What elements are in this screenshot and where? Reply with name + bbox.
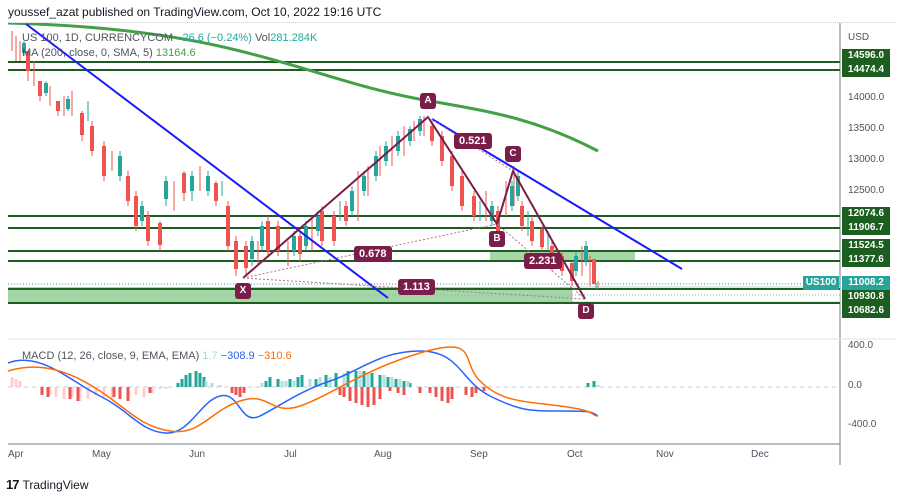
ratio-label-xb[interactable]: 0.678 — [354, 246, 392, 262]
signal-line — [8, 346, 599, 433]
time-label: Jul — [284, 449, 297, 460]
symbol-legend[interactable]: US 100, 1D, CURRENCYCOM −26.6 (−0.24%) V… — [22, 32, 317, 44]
brand-name: TradingView — [22, 477, 89, 492]
macd-tick: 400.0 — [848, 340, 874, 351]
candles — [11, 31, 599, 289]
pattern-point-c[interactable]: C — [505, 146, 521, 162]
price-tick: 13500.0 — [848, 123, 885, 134]
ma-value: 13164.6 — [155, 47, 196, 59]
time-label: Aug — [374, 449, 392, 460]
ma200-line — [8, 23, 599, 153]
price-tick: 14000.0 — [848, 92, 885, 103]
time-label: Apr — [8, 449, 24, 460]
trendline-1 — [25, 23, 389, 299]
level-tag: 14474.4 — [842, 63, 890, 77]
time-label: Sep — [470, 449, 488, 460]
pattern-point-b[interactable]: B — [489, 231, 505, 247]
symbol-tag: US100 — [803, 276, 839, 290]
volume-label: Vol — [254, 32, 271, 44]
macd-label: MACD (12, 26, close, 9, EMA, EMA) — [22, 350, 200, 362]
level-tag: 11524.5 — [842, 239, 890, 253]
macd-legend[interactable]: MACD (12, 26, close, 9, EMA, EMA) 1.7 −3… — [22, 350, 292, 362]
chart-area[interactable]: US 100, 1D, CURRENCYCOM −26.6 (−0.24%) V… — [8, 22, 896, 465]
tradingview-logo-icon: 17 — [6, 477, 20, 492]
macd-tick: 0.0 — [848, 380, 862, 391]
pattern-point-x[interactable]: X — [235, 283, 251, 299]
harmonic-pattern — [242, 115, 586, 300]
macd-line — [8, 350, 599, 434]
last-price-tag: 11008.2 — [842, 276, 890, 290]
price-tick: 13000.0 — [848, 154, 885, 165]
publish-header: youssef_azat published on TradingView.co… — [8, 5, 382, 19]
price-change: −26.6 (−0.24%) — [176, 32, 252, 44]
ma-legend[interactable]: MA (200, close, 0, SMA, 5) 13164.6 — [22, 47, 196, 59]
ratio-label-bd[interactable]: 2.231 — [524, 253, 562, 269]
time-label: Nov — [656, 449, 674, 460]
macd-histogram — [10, 371, 600, 407]
time-label: Oct — [567, 449, 583, 460]
macd-tick: -400.0 — [848, 419, 877, 430]
time-label: May — [92, 449, 111, 460]
time-label: Jun — [189, 449, 206, 460]
level-tag: 11377.6 — [842, 253, 890, 267]
level-tag: 10930.8 — [842, 290, 890, 304]
pattern-point-a[interactable]: A — [420, 93, 436, 109]
ratio-label-xd[interactable]: 1.113 — [398, 279, 435, 295]
ma-label: MA (200, close, 0, SMA, 5) — [22, 47, 153, 59]
pattern-point-d[interactable]: D — [578, 303, 594, 319]
level-tag: 14596.0 — [842, 49, 890, 63]
footer-brand[interactable]: 17 TradingView — [6, 477, 89, 492]
ratio-label-ac[interactable]: 0.521 — [454, 133, 492, 149]
macd-line-value: −308.9 — [220, 350, 255, 362]
macd-signal-value: −310.6 — [257, 350, 292, 362]
level-tag: 11906.7 — [842, 221, 890, 235]
currency-label: USD — [848, 32, 870, 43]
volume-value: 281.284K — [270, 32, 318, 44]
chart-canvas[interactable] — [8, 23, 896, 465]
level-tag: 10682.6 — [842, 304, 890, 318]
time-label: Dec — [751, 449, 769, 460]
price-tick: 12500.0 — [848, 185, 885, 196]
level-tag: 12074.6 — [842, 207, 890, 221]
symbol-name: US 100, 1D, CURRENCYCOM — [22, 32, 173, 44]
macd-hist-value: 1.7 — [202, 350, 218, 362]
